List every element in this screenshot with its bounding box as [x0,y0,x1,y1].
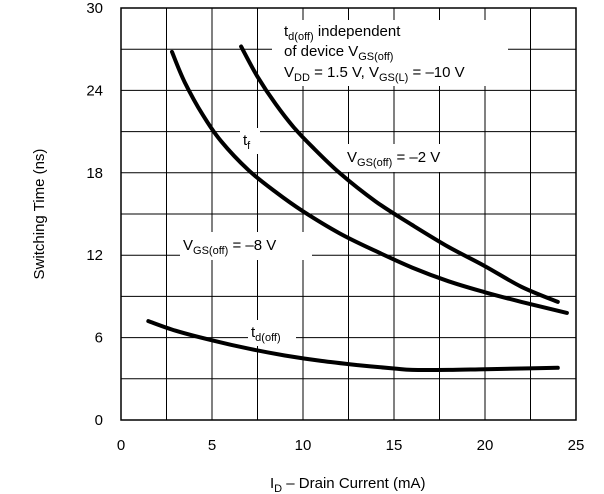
curve-td-off [146,319,560,373]
vgs-m8-label: VGS(off) = –8 V [183,237,276,257]
x-axis-title: ID – Drain Current (mA) [270,475,426,494]
y-tick-label: 30 [86,0,103,17]
y-tick-label: 18 [86,165,103,182]
note-line-2: of device VGS(off) [284,43,393,63]
td-off-label-bg [248,320,296,346]
vgs-m2-label: VGS(off) = –2 V [347,149,440,169]
tf-label-bg [240,128,260,154]
curve-vgs-off-minus-2v [239,44,560,304]
curve-layer [146,44,569,373]
tick-labels: 0 5 10 15 20 25 0 6 12 18 24 30 [86,0,584,454]
y-tick-label: 6 [95,330,103,347]
vgs-m2-label-bg [345,144,482,172]
y-axis-title: Switching Time (ns) [31,149,48,280]
curve-vgs-off-minus-8v [170,49,569,315]
note-line-1: td(off) independent [284,23,401,43]
y-tick-label: 12 [86,247,103,264]
y-tick-label: 24 [86,82,103,99]
x-tick-label: 25 [568,437,585,454]
note-line-3: VDD = 1.5 V, VGS(L) = –10 V [284,64,465,84]
x-tick-label: 10 [295,437,312,454]
x-tick-label: 5 [208,437,216,454]
tf-label: tf [243,132,251,152]
note-label-bg [272,20,508,86]
x-tick-label: 20 [477,437,494,454]
x-tick-label: 15 [386,437,403,454]
vgs-m8-label-bg [180,232,312,260]
plot-frame [120,7,577,421]
x-tick-label: 0 [117,437,125,454]
td-off-label: td(off) [251,324,281,344]
y-tick-label: 0 [95,412,103,429]
